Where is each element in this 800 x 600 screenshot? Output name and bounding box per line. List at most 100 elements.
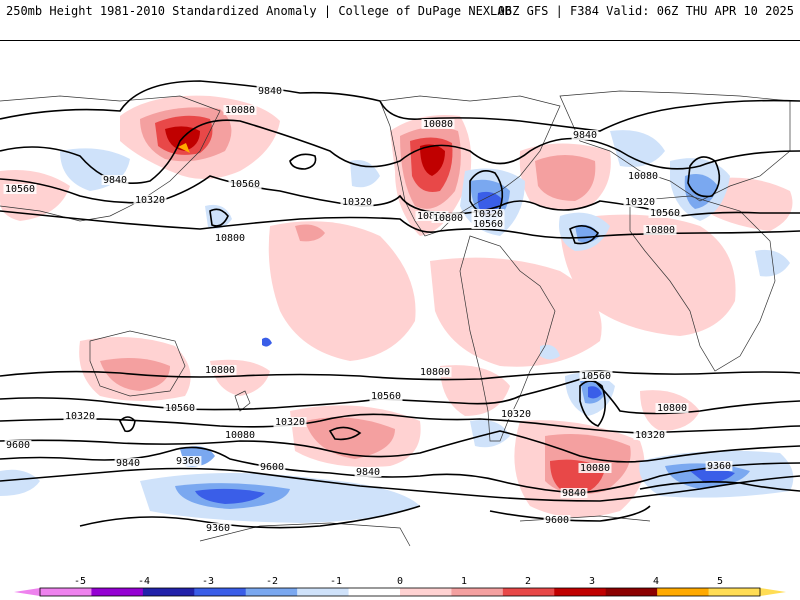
contour-label-bg [421, 119, 455, 129]
colorbar-segment [142, 588, 195, 596]
contour-label: 9840 [573, 130, 597, 141]
map-title: 250mb Height 1981-2010 Standardized Anom… [6, 4, 512, 18]
contour-label: 10320 [635, 430, 665, 441]
contour-label-bg [571, 130, 599, 140]
contour-label-bg [204, 523, 232, 533]
contour-label: 10800 [645, 225, 675, 236]
contour-label-bg [499, 409, 533, 419]
map-canvas: 9840100801056098401032010560108001032010… [0, 41, 800, 559]
contour-label: 10080 [628, 171, 658, 182]
contour-label: 10560 [165, 403, 195, 414]
contour-label-bg [223, 430, 257, 440]
colorbar-outline [39, 587, 761, 597]
contour-label-bg [705, 461, 733, 471]
contour-label: 10080 [423, 119, 453, 130]
colorbar-segment [245, 588, 298, 596]
contour-label: 9840 [356, 467, 380, 478]
contour-label-bg [3, 184, 37, 194]
contour-label: 10800 [215, 233, 245, 244]
contour-label: 9600 [260, 462, 284, 473]
contour-label-bg [163, 403, 197, 413]
contour-label: 10320 [135, 195, 165, 206]
colorbar-min-arrow [14, 588, 40, 596]
colorbar-segment [91, 588, 144, 596]
contour-label-bg [369, 391, 403, 401]
contour-label-bg [579, 371, 613, 381]
contour-label-bg [228, 179, 262, 189]
anomaly-map: 9840 10080 10560 9840 10320 10560 10800 10320 10… [0, 40, 800, 559]
contour-label-bg [256, 86, 284, 96]
contour-label-bg [4, 440, 32, 450]
colorbar-max-arrow [760, 588, 786, 596]
colorbar-segment [194, 588, 247, 596]
colorbar-segment [348, 588, 401, 596]
contour-label-bg [578, 463, 612, 473]
contour-label-bg [174, 456, 202, 466]
contour-label: 10080 [225, 430, 255, 441]
contour-label-bg [633, 430, 667, 440]
colorbar-tick-label: -2 [266, 576, 278, 587]
contour-label-bg [63, 411, 97, 421]
colorbar-tick-label: -5 [74, 576, 86, 587]
colorbar-segment [657, 588, 710, 596]
contour-label-bg [643, 225, 677, 235]
contour-label: 10320 [625, 197, 655, 208]
contour-label: 9840 [116, 458, 140, 469]
contour-label: 9360 [707, 461, 731, 472]
contour-label: 10320 [473, 209, 503, 220]
colorbar-segment [400, 588, 452, 596]
colorbar-tick-label: 0 [397, 576, 403, 587]
contour-label-bg [114, 458, 142, 468]
contour-label: 10560 [473, 219, 503, 230]
contour-label: 9840 [562, 488, 586, 499]
colorbar-segment [297, 588, 350, 596]
contour-label: 10560 [230, 179, 260, 190]
colorbar-segment [708, 588, 761, 596]
contour-label-bg [418, 367, 452, 377]
contour-label: 10320 [501, 409, 531, 420]
contour-label: 10080 [225, 105, 255, 116]
colorbar-tick-label: 1 [461, 576, 467, 587]
contour-label-bg [133, 195, 167, 205]
contour-label-bg [626, 171, 660, 181]
colorbar-tick-label: 4 [653, 576, 659, 587]
colorbar-tick-label: 3 [589, 576, 595, 587]
contour-label: 10560 [581, 371, 611, 382]
contour-label-bg [354, 467, 382, 477]
contour-label: 10800 [420, 367, 450, 378]
colorbar-segment [554, 588, 607, 596]
contour-label: 10320 [65, 411, 95, 422]
contour-label-bg [213, 233, 247, 243]
contour-label: 9840 [258, 86, 282, 97]
contour-label: 10560 [371, 391, 401, 402]
colorbar-segment [605, 588, 658, 596]
contour-label-bg [223, 105, 257, 115]
contour-label-bg [655, 403, 689, 413]
contour-label-bg [623, 197, 657, 207]
contour-label-bg [101, 175, 129, 185]
contour-label-bg [471, 219, 505, 229]
colorbar-segment [451, 588, 504, 596]
contour-label: 10560 [5, 184, 35, 195]
coastlines [0, 90, 791, 547]
colorbar-segment [40, 588, 92, 596]
colorbar-tick-label: -1 [330, 576, 342, 587]
contour-label-bg [203, 365, 237, 375]
contour-label: 9360 [206, 523, 230, 534]
contour-label-bg [543, 515, 571, 525]
contour-label-bg [258, 462, 286, 472]
colorbar-tick-label: 5 [717, 576, 723, 587]
contour-label: 10800 [433, 213, 463, 224]
contour-label: 10320 [342, 197, 372, 208]
colorbar-tick-label: -4 [138, 576, 150, 587]
colorbar-segment [502, 588, 555, 596]
contour-label-bg [431, 213, 465, 223]
contour-label: 9600 [6, 440, 30, 451]
anomaly-colorbar: -5 -4 -3 -2 -1 0 1 2 3 4 5 [14, 576, 786, 597]
contour-label-bg [273, 417, 307, 427]
contour-label: 9360 [176, 456, 200, 467]
contour-label: 10080 [580, 463, 610, 474]
contour-label-bg [340, 197, 374, 207]
contour-label-group: 9840100801056098401032010560108001032010… [3, 86, 733, 534]
contour-label: 9840 [103, 175, 127, 186]
